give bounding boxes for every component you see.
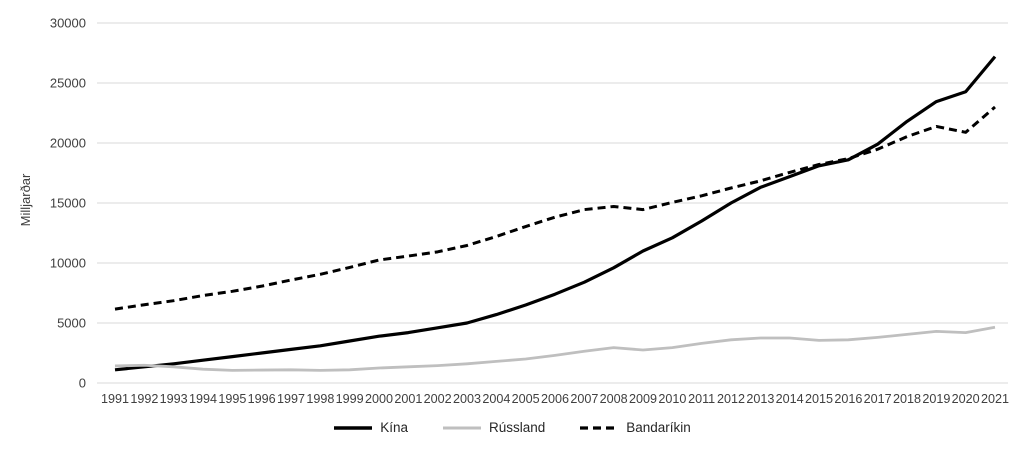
series-line-bandarikin — [114, 105, 996, 311]
x-tick-label: 1997 — [277, 392, 305, 406]
x-tick-label: 2017 — [864, 392, 892, 406]
x-tick-label: 2010 — [658, 392, 686, 406]
x-tick-label: 2009 — [629, 392, 657, 406]
y-axis-tick-labels: 0 5000 10000 15000 20000 25000 30000 — [50, 16, 86, 391]
series-lines — [114, 55, 997, 372]
x-tick-label: 2005 — [512, 392, 540, 406]
y-tick-label: 10000 — [50, 256, 86, 271]
legend-item-bandarikin: Bandaríkin — [579, 420, 691, 435]
x-tick-label: 2004 — [482, 392, 510, 406]
y-axis-title: Milljarðar — [18, 173, 33, 226]
x-tick-label: 2020 — [952, 392, 980, 406]
legend-label-kina: Kína — [380, 420, 408, 435]
y-tick-label: 15000 — [50, 196, 86, 211]
y-tick-label: 30000 — [50, 16, 86, 31]
x-tick-label: 2015 — [805, 392, 833, 406]
series-line-russland — [114, 325, 996, 372]
chart-legend: Kína Rússland Bandaríkin — [0, 420, 1024, 435]
x-tick-label: 2000 — [365, 392, 393, 406]
x-tick-label: 2001 — [394, 392, 422, 406]
series-line-kina — [114, 55, 997, 372]
gridlines — [97, 22, 1008, 384]
x-tick-label: 2014 — [776, 392, 804, 406]
x-tick-label: 1995 — [218, 392, 246, 406]
x-tick-label: 2012 — [717, 392, 745, 406]
legend-label-bandarikin: Bandaríkin — [626, 420, 691, 435]
y-tick-label: 20000 — [50, 136, 86, 151]
x-axis-tick-labels: 1991 1992 1993 1994 1995 1996 1997 1998 1999 2000… — [101, 392, 1009, 406]
x-tick-label: 2006 — [541, 392, 569, 406]
x-tick-label: 1991 — [101, 392, 129, 406]
x-tick-label: 2013 — [746, 392, 774, 406]
x-tick-label: 2021 — [981, 392, 1009, 406]
x-tick-label: 1992 — [130, 392, 158, 406]
y-tick-label: 25000 — [50, 76, 86, 91]
y-tick-label: 5000 — [57, 316, 86, 331]
x-tick-label: 1996 — [248, 392, 276, 406]
x-tick-label: 2008 — [600, 392, 628, 406]
x-tick-label: 2003 — [453, 392, 481, 406]
y-tick-label: 0 — [79, 376, 86, 391]
kina-line-swatch-icon — [334, 425, 373, 430]
x-tick-label: 2019 — [922, 392, 950, 406]
russland-line-swatch-icon — [442, 425, 481, 430]
x-tick-label: 1993 — [160, 392, 188, 406]
x-tick-label: 2016 — [834, 392, 862, 406]
x-tick-label: 2018 — [893, 392, 921, 406]
legend-label-russland: Rússland — [488, 420, 546, 435]
x-tick-label: 1999 — [336, 392, 364, 406]
bandarikin-line-swatch-icon — [580, 425, 619, 430]
x-tick-label: 2011 — [688, 392, 715, 406]
x-tick-label: 2007 — [570, 392, 598, 406]
legend-item-kina: Kína — [333, 420, 408, 435]
x-tick-label: 2002 — [424, 392, 452, 406]
legend-item-russland: Rússland — [442, 420, 545, 435]
x-tick-label: 1998 — [306, 392, 334, 406]
x-tick-label: 1994 — [189, 392, 217, 406]
